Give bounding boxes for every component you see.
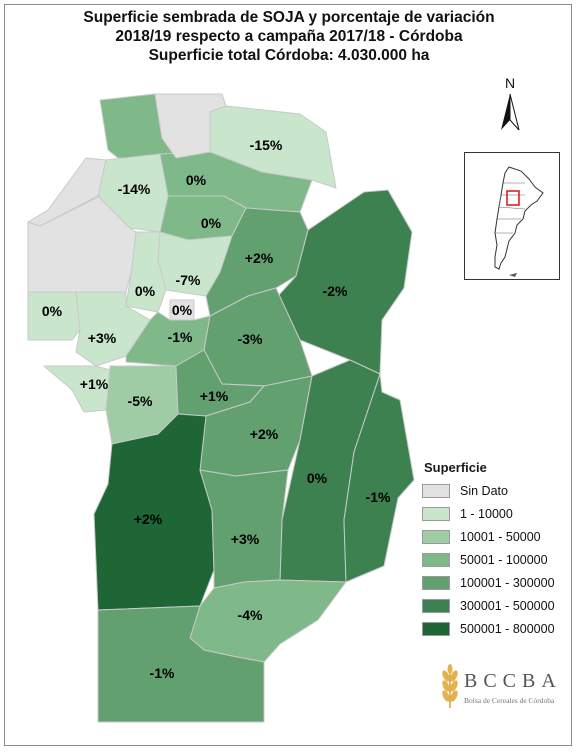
legend-swatch	[422, 553, 450, 567]
label-general-san-martin: +2%	[250, 426, 279, 442]
legend-item: 50001 - 100000	[422, 550, 572, 570]
wheat-icon	[442, 664, 458, 708]
label-rio-segundo: -3%	[238, 331, 263, 347]
legend-item: 1 - 10000	[422, 504, 572, 524]
label-rio-seco: -15%	[250, 137, 283, 153]
north-arrow: N	[492, 74, 528, 136]
title-line-2: 2018/19 respecto a campaña 2017/18 - Cór…	[115, 28, 463, 45]
label-union: 0%	[307, 470, 328, 486]
title-line-3: Superficie total Córdoba: 4.030.000 ha	[148, 47, 430, 64]
region-san-justo[interactable]	[277, 189, 413, 375]
label-saenz-pena: -4%	[238, 607, 263, 623]
north-arrow-left-icon	[501, 94, 510, 130]
logo-name: BCCBA	[464, 670, 562, 692]
region-punilla[interactable]	[125, 231, 167, 313]
region-general-roca[interactable]	[97, 605, 265, 723]
label-calamuchita: -5%	[128, 393, 153, 409]
region-marcos-juarez[interactable]	[343, 373, 415, 583]
north-arrow-right-icon	[509, 93, 520, 131]
legend-label: 10001 - 50000	[460, 530, 541, 544]
label-general-roca: -1%	[150, 665, 175, 681]
region-sin-dato-west[interactable]	[27, 195, 137, 293]
legend-item: Sin Dato	[422, 481, 572, 501]
label-minas: 0%	[42, 303, 63, 319]
legend-label: 100001 - 300000	[460, 576, 555, 590]
legend-label: 1 - 10000	[460, 507, 513, 521]
cordoba-locator-icon	[506, 190, 520, 206]
argentina-outline-icon	[494, 166, 544, 277]
title-line-1: Superficie sembrada de SOJA y porcentaje…	[83, 9, 495, 26]
locator-inset	[464, 152, 560, 280]
legend-label: 300001 - 500000	[460, 599, 555, 613]
legend-swatch	[422, 507, 450, 521]
legend-label: 500001 - 800000	[460, 622, 555, 636]
label-san-alberto: +3%	[88, 330, 117, 346]
label-juarez-celman: +3%	[231, 531, 260, 547]
label-capital: 0%	[172, 302, 193, 318]
logo-subtitle: Bolsa de Cereales de Córdoba	[464, 696, 555, 705]
label-rio-cuarto: +2%	[134, 511, 163, 527]
legend-swatch	[422, 622, 450, 636]
region-sin-dato-northwest[interactable]	[27, 157, 107, 227]
legend-label: Sin Dato	[460, 484, 508, 498]
legend-item: 300001 - 500000	[422, 596, 572, 616]
label-rio-primero: +2%	[245, 250, 274, 266]
legend-item: 100001 - 300000	[422, 573, 572, 593]
label-totoral: 0%	[201, 215, 222, 231]
legend-swatch	[422, 484, 450, 498]
label-tulumba: 0%	[186, 172, 207, 188]
bccba-logo: BCCBA Bolsa de Cereales de Córdoba	[438, 664, 568, 710]
north-label: N	[505, 75, 515, 91]
label-santa-maria: -1%	[168, 329, 193, 345]
legend: Superficie Sin Dato 1 - 10000 10001 - 50…	[422, 460, 572, 642]
legend-title: Superficie	[424, 460, 487, 475]
label-punilla: 0%	[135, 283, 156, 299]
region-presidente-roque-saenz-pena[interactable]	[189, 579, 347, 663]
label-tercero-arriba: +1%	[200, 388, 229, 404]
legend-swatch	[422, 530, 450, 544]
legend-item: 10001 - 50000	[422, 527, 572, 547]
label-san-justo: -2%	[323, 283, 348, 299]
legend-item: 500001 - 800000	[422, 619, 572, 639]
label-san-javier: +1%	[80, 376, 109, 392]
label-marcos-juarez: -1%	[366, 489, 391, 505]
legend-label: 50001 - 100000	[460, 553, 548, 567]
region-sin-dato-north[interactable]	[154, 93, 227, 159]
label-ischilin: -14%	[118, 181, 151, 197]
label-colon: -7%	[176, 272, 201, 288]
legend-swatch	[422, 576, 450, 590]
map-title: Superficie sembrada de SOJA y porcentaje…	[0, 8, 578, 65]
legend-swatch	[422, 599, 450, 613]
